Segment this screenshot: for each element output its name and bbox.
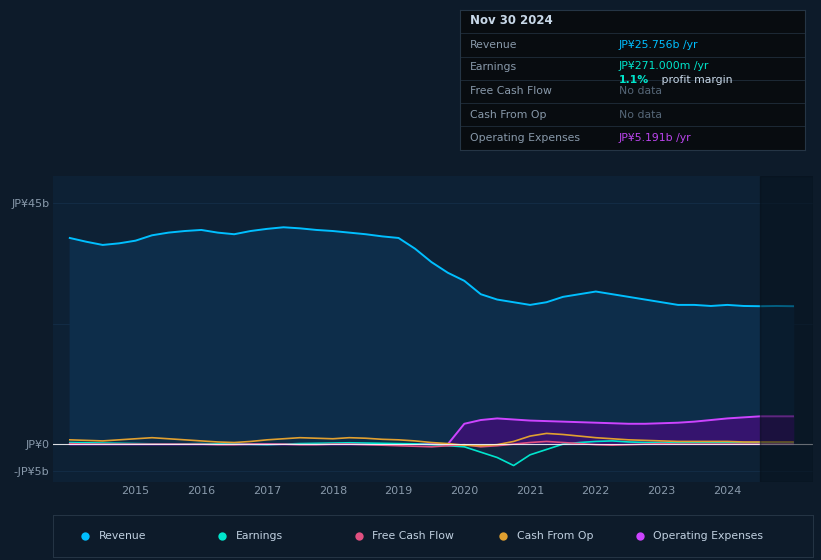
Bar — [760, 176, 813, 482]
Text: Revenue: Revenue — [470, 40, 518, 50]
Text: Nov 30 2024: Nov 30 2024 — [470, 14, 553, 27]
Text: profit margin: profit margin — [658, 75, 733, 85]
Text: Cash From Op: Cash From Op — [516, 531, 593, 541]
Text: Operating Expenses: Operating Expenses — [654, 531, 764, 541]
Text: Free Cash Flow: Free Cash Flow — [470, 86, 553, 96]
Text: JP¥5.191b /yr: JP¥5.191b /yr — [619, 133, 691, 143]
Text: JP¥271.000m /yr: JP¥271.000m /yr — [619, 61, 709, 71]
Text: No data: No data — [619, 86, 662, 96]
Text: 1.1%: 1.1% — [619, 75, 649, 85]
Text: Earnings: Earnings — [236, 531, 282, 541]
Text: Revenue: Revenue — [99, 531, 146, 541]
Text: Earnings: Earnings — [470, 62, 517, 72]
Text: Free Cash Flow: Free Cash Flow — [373, 531, 454, 541]
Text: No data: No data — [619, 110, 662, 120]
Text: JP¥25.756b /yr: JP¥25.756b /yr — [619, 40, 698, 50]
Text: Operating Expenses: Operating Expenses — [470, 133, 580, 143]
Text: Cash From Op: Cash From Op — [470, 110, 547, 120]
